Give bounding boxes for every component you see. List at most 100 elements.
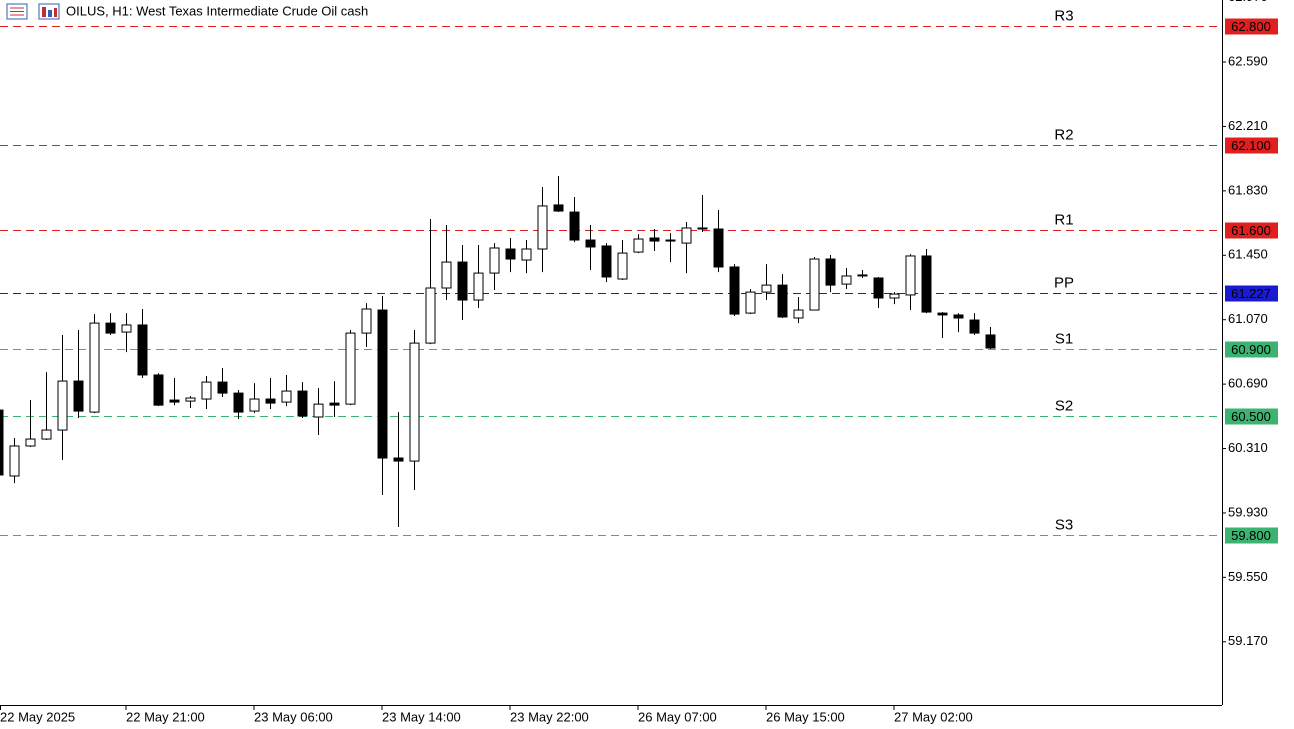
pivot-label: 61.600 (1231, 223, 1271, 238)
pivot-label: 60.500 (1231, 409, 1271, 424)
x-tick-label: 22 May 21:00 (126, 709, 205, 724)
pivot-label: 60.900 (1231, 342, 1271, 357)
candle-body (745, 291, 756, 314)
y-tick-label: 61.450 (1228, 247, 1268, 262)
candle-body (41, 429, 52, 440)
candle-body (921, 255, 932, 313)
candle-body (377, 309, 388, 459)
candle-body (441, 261, 452, 289)
y-tick-label: 59.170 (1228, 633, 1268, 648)
candle-body (601, 245, 612, 278)
pivot-name: S1 (1055, 330, 1073, 347)
candle-body (313, 403, 324, 418)
candle-body (841, 275, 852, 285)
pivot-label-box (1225, 285, 1278, 302)
candle-body (585, 239, 596, 248)
candle-body (425, 287, 436, 344)
icon-bar (48, 10, 52, 17)
candle-body (969, 319, 980, 334)
icon-bar (42, 7, 46, 17)
candle-body (569, 211, 580, 241)
candle-body (777, 284, 788, 318)
chart-title: OILUS, H1: West Texas Intermediate Crude… (66, 3, 368, 18)
candle-body (649, 237, 660, 242)
candle-body (265, 398, 276, 404)
candle-body (89, 322, 100, 413)
y-tick-label: 59.930 (1228, 504, 1268, 519)
candle-body (57, 380, 68, 431)
candle-body (697, 227, 708, 230)
x-tick-label: 23 May 22:00 (510, 709, 589, 724)
candle-body (121, 324, 132, 333)
candle-body (553, 204, 564, 212)
candle-body (345, 332, 356, 405)
y-tick-label: 61.070 (1228, 311, 1268, 326)
pivot-label-box (1225, 137, 1278, 154)
candle-body (985, 334, 996, 349)
candle-body (409, 342, 420, 462)
pivot-label-box (1225, 341, 1278, 358)
y-tick-label: 62.590 (1228, 53, 1268, 68)
candle-body (329, 402, 340, 406)
icon-bar (54, 8, 57, 17)
x-tick-label: 26 May 15:00 (766, 709, 845, 724)
x-tick-label: 27 May 02:00 (894, 709, 973, 724)
pivot-label: 61.227 (1231, 286, 1271, 301)
y-tick-label: 60.690 (1228, 376, 1268, 391)
pivot-name: S3 (1055, 516, 1073, 533)
y-tick-label: 61.830 (1228, 182, 1268, 197)
candle-body (905, 255, 916, 296)
candle-body (761, 284, 772, 293)
candle-body (793, 309, 804, 319)
candle-body (185, 397, 196, 402)
candle-body (889, 293, 900, 299)
pivot-label-box (1225, 18, 1278, 35)
candle-body (201, 381, 212, 400)
candle-body (217, 381, 228, 394)
candle-body (25, 438, 36, 447)
title-icons (6, 3, 60, 20)
candle-body (681, 227, 692, 244)
candle-body (297, 390, 308, 417)
candle-body (729, 266, 740, 315)
candle-body (809, 258, 820, 311)
x-tick-label: 23 May 06:00 (254, 709, 333, 724)
y-tick-label: 62.970 (1228, 0, 1268, 4)
candle-body (473, 272, 484, 301)
x-tick-label: 23 May 14:00 (382, 709, 461, 724)
candle-body (73, 380, 84, 412)
pivot-label: 59.800 (1231, 528, 1271, 543)
candle-body (953, 314, 964, 319)
candle-body (9, 445, 20, 477)
candle-body (105, 322, 116, 334)
y-tick-label: 62.210 (1228, 118, 1268, 133)
candle-body (825, 258, 836, 286)
pivot-label: 62.800 (1231, 19, 1271, 34)
pivot-label-box (1225, 527, 1278, 544)
candle-body (665, 239, 676, 242)
x-tick-label: 22 May 2025 (0, 709, 75, 724)
y-tick-label: 60.310 (1228, 440, 1268, 455)
candle-body (633, 238, 644, 253)
candle-body (617, 252, 628, 280)
candle-body (873, 277, 884, 299)
pivot-label-box (1225, 408, 1278, 425)
candle-body (713, 228, 724, 268)
candle-body (457, 261, 468, 301)
candle-body (249, 398, 260, 412)
candle-body (521, 248, 532, 261)
candle-body (137, 324, 148, 376)
pivot-name: R3 (1054, 7, 1073, 24)
x-tick-label: 26 May 07:00 (638, 709, 717, 724)
candle-body (937, 312, 948, 316)
candle-body (281, 390, 292, 403)
pivot-label-box (1225, 222, 1278, 239)
candle-body (537, 205, 548, 250)
pivot-name: R2 (1054, 126, 1073, 143)
candle-body (0, 409, 4, 476)
candle-body (857, 274, 868, 277)
candle-body (489, 247, 500, 274)
pivot-name: S2 (1055, 397, 1073, 414)
candle-body (153, 374, 164, 406)
